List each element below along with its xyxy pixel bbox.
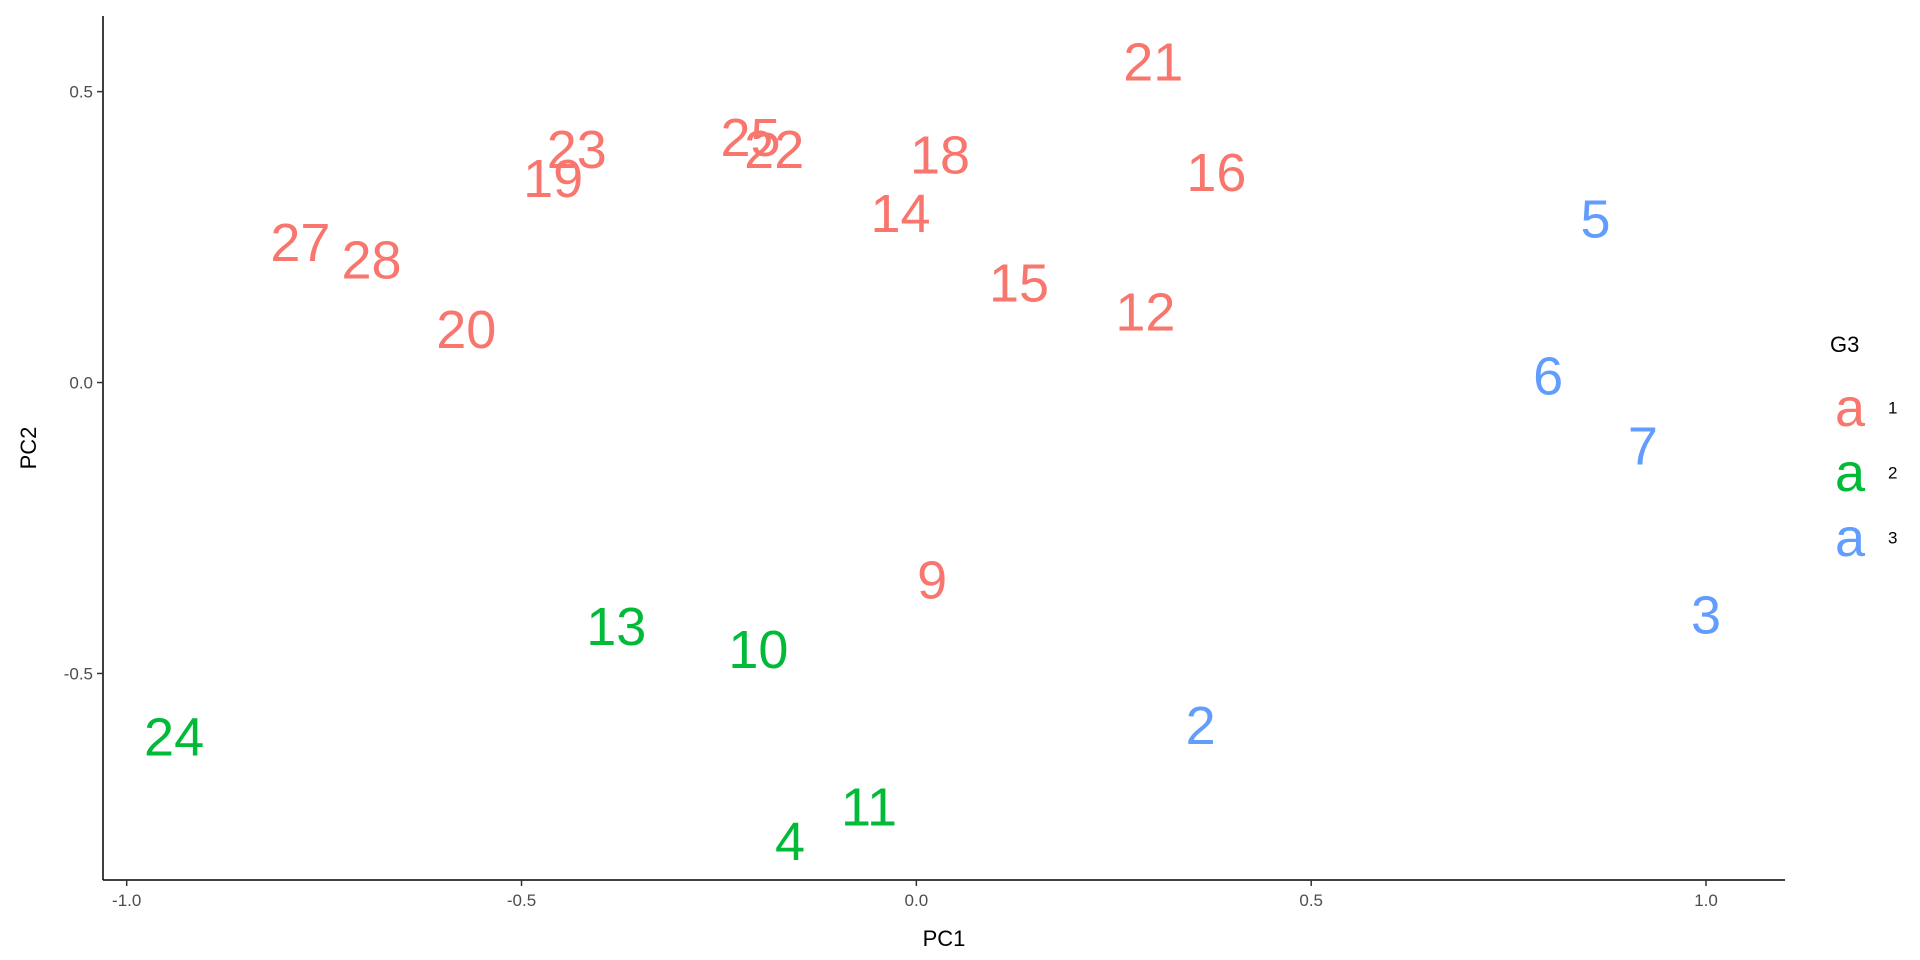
point-label-16: 16 [1186,143,1246,203]
point-label-25: 25 [720,108,780,168]
x-tick-label: 1.0 [1694,891,1718,910]
point-label-19: 19 [523,149,583,209]
point-label-18: 18 [910,126,970,186]
point-label-28: 28 [341,230,401,290]
axes: -1.0 -0.5 0.0 0.5 1.0 -0.5 0.0 0.5 PC1 PC2 [16,16,1785,951]
legend-key-3: a [1835,508,1866,568]
y-tick-label: -0.5 [64,664,93,683]
point-label-9: 9 [917,550,947,610]
y-axis-title: PC2 [16,427,41,470]
point-label-13: 13 [586,597,646,657]
point-label-21: 21 [1123,33,1183,93]
x-tick-label: 0.5 [1299,891,1323,910]
legend: G3 a 1 a 2 a 3 [1830,332,1897,568]
point-label-12: 12 [1115,283,1175,343]
y-tick-label: 0.5 [69,83,93,102]
point-label-14: 14 [871,184,931,244]
point-label-5: 5 [1580,190,1610,250]
legend-label-3: 3 [1888,529,1897,548]
point-label-3: 3 [1691,585,1721,645]
x-axis-title: PC1 [923,926,966,951]
point-label-24: 24 [144,707,204,767]
point-label-6: 6 [1533,347,1563,407]
legend-label-2: 2 [1888,464,1897,483]
point-label-20: 20 [436,300,496,360]
legend-label-1: 1 [1888,399,1897,418]
legend-key-1: a [1835,378,1866,438]
point-label-10: 10 [728,620,788,680]
point-label-7: 7 [1628,417,1658,477]
point-label-11: 11 [841,777,897,837]
x-tick-label: -1.0 [112,891,141,910]
point-label-23: 23 [547,120,607,180]
x-tick-label: -0.5 [507,891,536,910]
point-label-4: 4 [775,812,805,872]
y-tick-label: 0.0 [69,374,93,393]
point-label-2: 2 [1186,696,1216,756]
point-label-15: 15 [989,254,1049,314]
legend-title: G3 [1830,332,1859,357]
x-tick-label: 0.0 [905,891,929,910]
point-label-22: 22 [744,120,804,180]
point-label-27: 27 [270,213,330,273]
legend-key-2: a [1835,443,1866,503]
